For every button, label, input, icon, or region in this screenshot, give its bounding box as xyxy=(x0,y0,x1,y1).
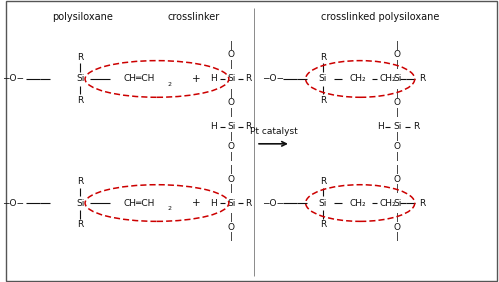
Text: O: O xyxy=(394,175,401,184)
Text: CH═CH: CH═CH xyxy=(124,74,155,83)
Text: R: R xyxy=(77,53,83,62)
Text: O: O xyxy=(394,142,401,151)
Text: |: | xyxy=(396,184,399,193)
Text: |: | xyxy=(396,152,399,161)
Text: Si: Si xyxy=(76,199,84,208)
Text: R: R xyxy=(320,53,326,62)
Text: |: | xyxy=(396,165,399,174)
Text: R: R xyxy=(413,122,419,131)
Text: Si: Si xyxy=(76,74,84,83)
Text: Si: Si xyxy=(227,199,236,208)
Text: CH═CH: CH═CH xyxy=(124,199,155,208)
Text: crosslinked polysiloxane: crosslinked polysiloxane xyxy=(321,12,439,22)
Text: |: | xyxy=(396,132,399,141)
Text: |: | xyxy=(230,232,233,241)
Text: |: | xyxy=(396,232,399,241)
Text: −O−: −O− xyxy=(262,199,284,208)
Text: R: R xyxy=(320,96,326,105)
Text: R: R xyxy=(246,74,252,83)
Text: Si: Si xyxy=(227,74,236,83)
Text: 2: 2 xyxy=(168,81,172,87)
Text: |: | xyxy=(230,41,233,50)
Text: |: | xyxy=(230,89,233,98)
Text: R: R xyxy=(77,96,83,105)
Text: R: R xyxy=(419,199,425,208)
Text: H: H xyxy=(211,199,218,208)
Text: |: | xyxy=(396,108,399,117)
Text: |: | xyxy=(230,165,233,174)
Text: −O−: −O− xyxy=(2,199,24,208)
Text: O: O xyxy=(394,222,401,232)
Text: CH₂: CH₂ xyxy=(349,199,366,208)
Text: −O−: −O− xyxy=(262,74,284,83)
Text: 2: 2 xyxy=(168,206,172,211)
Text: O: O xyxy=(228,222,235,232)
Text: +: + xyxy=(192,198,201,208)
Text: −O−: −O− xyxy=(2,74,24,83)
Text: H: H xyxy=(211,122,218,131)
Text: R: R xyxy=(246,199,252,208)
Text: R: R xyxy=(320,177,326,186)
Text: |: | xyxy=(230,132,233,141)
Text: |: | xyxy=(396,213,399,222)
Text: R: R xyxy=(246,122,252,131)
Text: |: | xyxy=(230,213,233,222)
Text: |: | xyxy=(396,41,399,50)
Text: Si: Si xyxy=(319,74,327,83)
Text: O: O xyxy=(228,50,235,60)
Text: |: | xyxy=(396,89,399,98)
Text: +: + xyxy=(192,74,201,84)
Text: Si: Si xyxy=(319,199,327,208)
Text: |: | xyxy=(396,60,399,69)
Text: Pt catalyst: Pt catalyst xyxy=(250,127,297,136)
Text: O: O xyxy=(394,50,401,60)
Text: Si: Si xyxy=(393,199,402,208)
Text: |: | xyxy=(230,60,233,69)
Text: H: H xyxy=(211,74,218,83)
Text: CH₂: CH₂ xyxy=(379,74,396,83)
Text: Si: Si xyxy=(393,122,402,131)
Text: |: | xyxy=(230,108,233,117)
Text: CH₂: CH₂ xyxy=(349,74,366,83)
Text: |: | xyxy=(230,152,233,161)
Text: R: R xyxy=(77,177,83,186)
Text: O: O xyxy=(228,142,235,151)
Text: Si: Si xyxy=(227,122,236,131)
Text: R: R xyxy=(419,74,425,83)
Text: Si: Si xyxy=(393,74,402,83)
Text: CH₂: CH₂ xyxy=(379,199,396,208)
Text: O: O xyxy=(394,98,401,107)
Text: R: R xyxy=(320,220,326,229)
Text: O: O xyxy=(228,98,235,107)
Text: R: R xyxy=(77,220,83,229)
Text: H: H xyxy=(377,122,383,131)
Text: polysiloxane: polysiloxane xyxy=(52,12,113,22)
Text: crosslinker: crosslinker xyxy=(168,12,220,22)
Text: |: | xyxy=(230,184,233,193)
Text: O: O xyxy=(228,175,235,184)
